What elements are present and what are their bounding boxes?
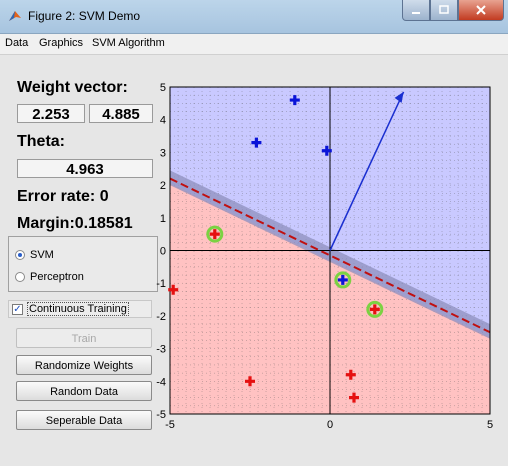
radio-svm-label: SVM — [30, 249, 54, 261]
close-button[interactable] — [458, 0, 504, 21]
radio-perceptron[interactable]: Perceptron — [15, 271, 84, 283]
continuous-training-label: Continuous Training — [27, 302, 129, 316]
separable-data-button[interactable]: Seperable Data — [16, 410, 152, 430]
minimize-icon — [412, 12, 420, 14]
x-tick-label: -5 — [165, 419, 175, 431]
negative-point — [345, 369, 356, 380]
negative-point — [245, 376, 255, 387]
positive-point — [337, 274, 348, 285]
weight-vector-arrowhead — [394, 91, 404, 103]
y-tick-label: 3 — [160, 147, 166, 159]
y-tick-label: -5 — [156, 409, 166, 421]
support-vector-ring — [366, 300, 384, 318]
radio-svm-button[interactable] — [15, 250, 25, 260]
y-tick-label: 0 — [160, 246, 166, 258]
menu-svm-algorithm[interactable]: SVM Algorithm — [92, 37, 165, 49]
positive-point — [289, 95, 300, 106]
y-tick-label: -4 — [156, 376, 166, 388]
algorithm-radio-group: SVM Perceptron — [8, 236, 158, 292]
y-tick-label: 4 — [160, 115, 166, 127]
matlab-icon — [9, 11, 21, 21]
y-tick-label: -1 — [156, 278, 166, 290]
y-tick-label: 5 — [160, 82, 166, 94]
svm-plot[interactable]: 5 4 3 2 1 0 -1 -2 -3 -4 -5-5 0 5 — [150, 82, 495, 434]
radio-perceptron-button[interactable] — [15, 272, 25, 282]
theta-label: Theta: — [17, 133, 65, 150]
negative-point — [349, 392, 359, 403]
maximize-icon — [439, 5, 449, 14]
weight-x-field: 2.253 — [17, 104, 85, 123]
positive-point — [251, 137, 262, 148]
weight-vector-arrow — [329, 91, 405, 251]
continuous-training-checkbox[interactable]: ✓ Continuous Training — [8, 300, 152, 318]
checkmark-icon[interactable]: ✓ — [12, 303, 23, 315]
positive-point — [321, 145, 332, 156]
y-tick-label: 1 — [160, 213, 166, 225]
support-vector-ring — [334, 271, 352, 289]
title-bar: Figure 2: SVM Demo — [0, 0, 508, 34]
menu-bar: Data Graphics SVM Algorithm — [0, 34, 508, 55]
menu-data[interactable]: Data — [5, 37, 29, 49]
support-vector-ring — [206, 225, 224, 243]
negative-point — [369, 304, 380, 315]
y-tick-label: -2 — [156, 311, 166, 323]
x-tick-label: 5 — [487, 419, 493, 431]
theta-field: 4.963 — [17, 159, 153, 178]
y-tick-label: 2 — [160, 180, 166, 192]
x-tick-label: 0 — [327, 419, 333, 431]
minimize-button[interactable] — [402, 0, 430, 21]
train-button[interactable]: Train — [16, 328, 152, 348]
close-icon — [476, 5, 486, 15]
maximize-button[interactable] — [430, 0, 458, 21]
decision-boundary — [169, 177, 491, 334]
radio-perceptron-label: Perceptron — [30, 271, 84, 283]
randomize-weights-button[interactable]: Randomize Weights — [16, 355, 152, 375]
weight-y-field: 4.885 — [89, 104, 153, 123]
window-title: Figure 2: SVM Demo — [28, 9, 141, 23]
negative-point — [209, 229, 220, 240]
random-data-button[interactable]: Random Data — [16, 381, 152, 401]
y-tick-label: -3 — [156, 344, 166, 356]
error-rate-label: Error rate: 0 — [17, 188, 109, 205]
weight-vector-label: Weight vector: — [17, 79, 128, 96]
radio-svm[interactable]: SVM — [15, 249, 54, 261]
plot-frame — [169, 86, 491, 415]
menu-graphics[interactable]: Graphics — [39, 37, 84, 49]
margin-label: Margin:0.18581 — [17, 215, 133, 232]
negative-point — [168, 284, 179, 295]
